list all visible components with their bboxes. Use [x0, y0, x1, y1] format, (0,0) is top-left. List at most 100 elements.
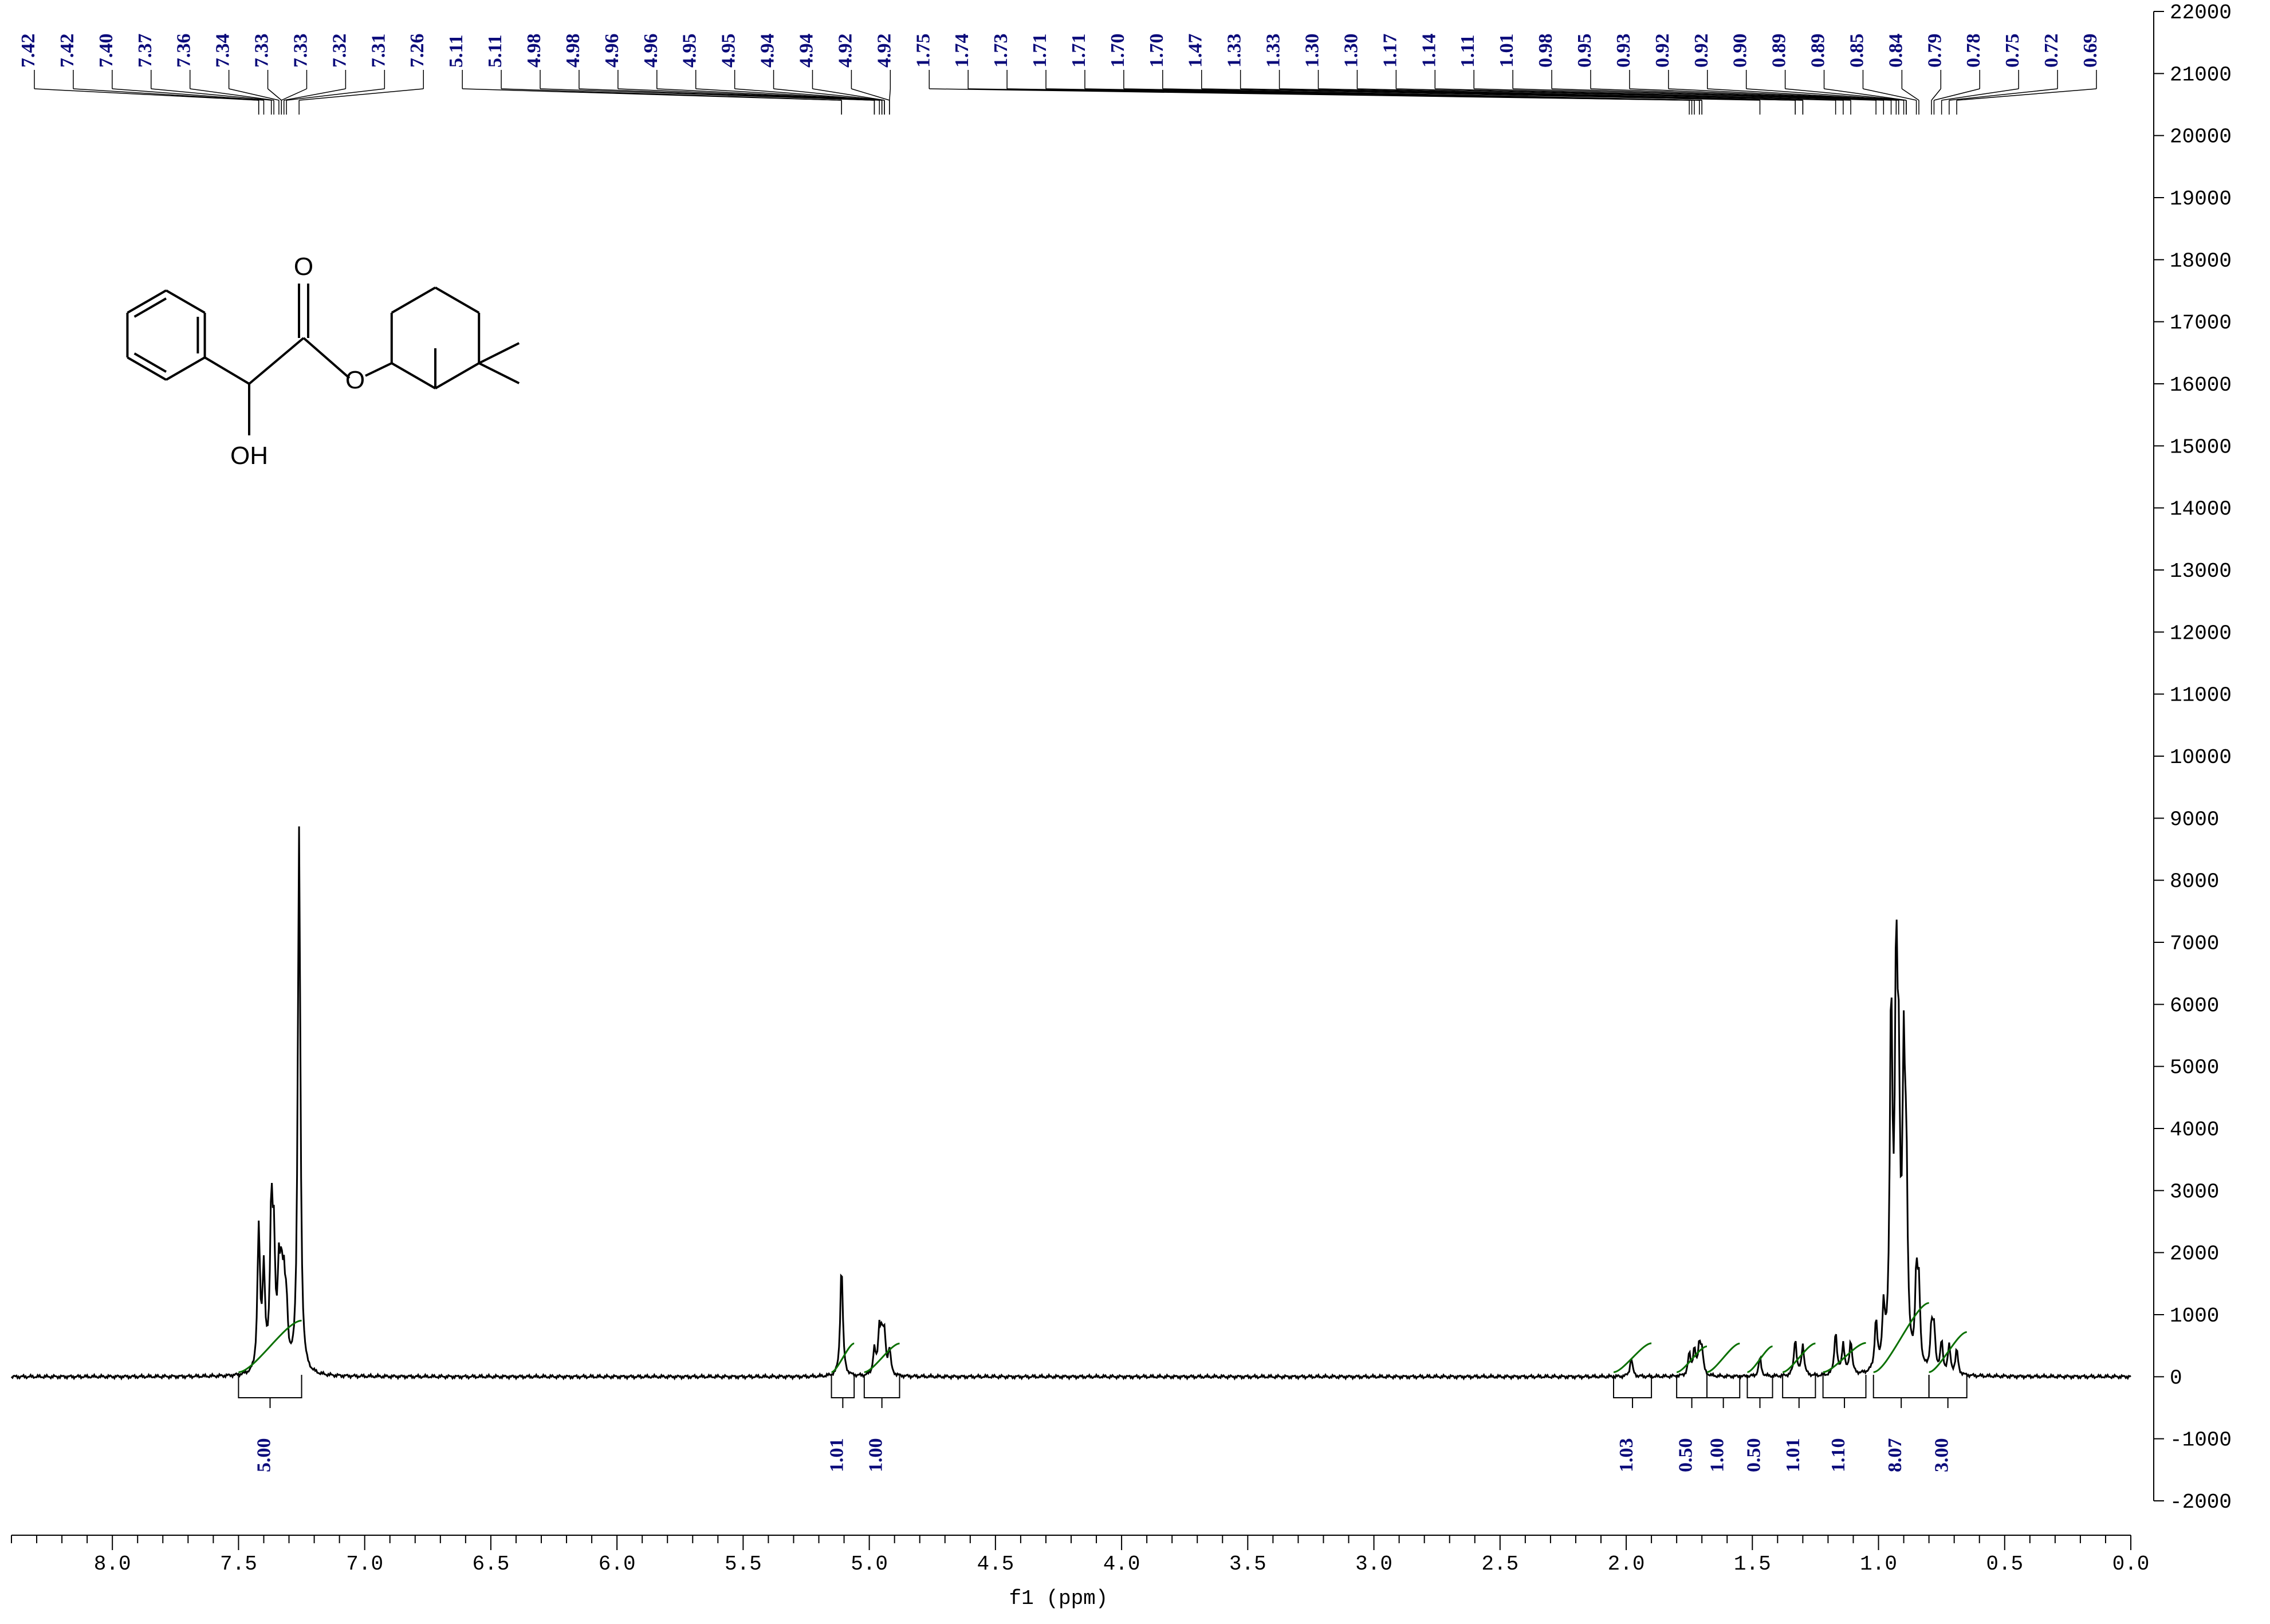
integral-bracket	[832, 1375, 855, 1398]
peak-label: 4.95	[679, 34, 701, 68]
x-tick-label: 8.0	[94, 1552, 131, 1576]
integral-bracket	[1747, 1375, 1772, 1398]
x-tick-label: 2.0	[1608, 1552, 1645, 1576]
peak-tree	[112, 89, 264, 100]
integral-curve	[1783, 1343, 1815, 1372]
integral-label: 8.07	[1885, 1438, 1906, 1473]
peak-label: 7.34	[213, 34, 234, 68]
peak-label: 0.95	[1574, 34, 1595, 68]
x-tick-label: 1.0	[1860, 1552, 1897, 1576]
peak-label: 7.37	[135, 34, 156, 68]
mol-bond	[166, 290, 205, 313]
y-tick-label: 19000	[2170, 187, 2232, 211]
y-tick-label: 7000	[2170, 932, 2219, 955]
mol-bond	[479, 343, 519, 363]
integral-bracket	[1929, 1375, 1967, 1398]
integral-curve	[864, 1343, 900, 1372]
integral-label: 1.01	[826, 1438, 847, 1473]
x-tick-label: 0.0	[2112, 1552, 2150, 1576]
integral-bracket	[1874, 1375, 1929, 1398]
x-tick-label: 5.0	[851, 1552, 888, 1576]
integral-curve	[1707, 1343, 1740, 1372]
y-tick-label: 8000	[2170, 870, 2219, 894]
peak-label: 1.30	[1302, 34, 1323, 68]
y-tick-label: 17000	[2170, 312, 2232, 335]
x-tick-label: 7.0	[346, 1552, 383, 1576]
integral-bracket	[1707, 1375, 1740, 1398]
peak-label: 1.73	[990, 34, 1012, 68]
peak-label: 4.94	[757, 34, 778, 68]
mol-bond	[304, 338, 349, 378]
mol-atom: O	[294, 253, 313, 281]
y-tick-label: 15000	[2170, 435, 2232, 459]
peak-label: 0.84	[1885, 34, 1906, 68]
integral-curve	[832, 1343, 855, 1372]
integral-label: 0.50	[1675, 1438, 1697, 1473]
peak-label: 4.98	[562, 34, 584, 68]
mol-bond	[166, 357, 205, 380]
peak-label: 7.42	[18, 34, 39, 68]
x-tick-label: 1.5	[1734, 1552, 1771, 1576]
peak-label: 4.92	[835, 34, 856, 68]
y-tick-label: 11000	[2170, 684, 2232, 707]
peak-label: 1.30	[1340, 34, 1362, 68]
integral-bracket	[1783, 1375, 1815, 1398]
peak-label: 4.96	[601, 34, 623, 68]
peak-label: 7.32	[329, 34, 350, 68]
peak-tree	[299, 89, 423, 100]
peak-label: 0.72	[2041, 34, 2062, 68]
y-tick-label: 9000	[2170, 808, 2219, 831]
peak-label: 1.75	[912, 34, 934, 68]
integral-curve	[1747, 1346, 1772, 1372]
integral-curve	[238, 1320, 301, 1372]
mol-bond	[135, 353, 166, 372]
peak-label: 7.40	[96, 34, 117, 68]
mol-bond	[365, 363, 392, 376]
peak-label: 0.85	[1846, 34, 1867, 68]
mol-atom: OH	[230, 442, 268, 470]
integral-label: 1.01	[1783, 1438, 1804, 1473]
peak-label: 0.75	[2002, 34, 2023, 68]
mol-bond	[249, 338, 304, 384]
x-tick-label: 4.5	[977, 1552, 1014, 1576]
y-tick-label: 3000	[2170, 1180, 2219, 1204]
peak-label: 0.79	[1924, 34, 1945, 68]
integral-label: 1.00	[865, 1438, 887, 1473]
x-axis-title: f1 (ppm)	[1009, 1587, 1108, 1610]
peak-label: 1.70	[1146, 34, 1167, 68]
peak-label: 1.14	[1418, 34, 1439, 68]
peak-label: 0.90	[1730, 34, 1751, 68]
integral-label: 1.00	[1707, 1438, 1728, 1473]
peak-label: 1.71	[1068, 34, 1089, 68]
y-tick-label: 21000	[2170, 63, 2232, 86]
integral-label: 3.00	[1931, 1438, 1953, 1473]
x-tick-label: 4.0	[1103, 1552, 1140, 1576]
y-tick-label: -2000	[2170, 1491, 2232, 1514]
mol-bond	[392, 363, 435, 388]
y-tick-label: -1000	[2170, 1429, 2232, 1452]
x-tick-label: 3.0	[1355, 1552, 1392, 1576]
mol-bond	[392, 288, 435, 313]
x-tick-label: 3.5	[1229, 1552, 1266, 1576]
x-tick-label: 2.5	[1481, 1552, 1518, 1576]
peak-label: 7.31	[368, 34, 389, 68]
nmr-svg: -2000-1000010002000300040005000600070008…	[0, 0, 2270, 1624]
x-tick-label: 6.0	[599, 1552, 636, 1576]
peak-label: 4.96	[640, 34, 662, 68]
x-tick-label: 6.5	[472, 1552, 509, 1576]
y-tick-label: 20000	[2170, 125, 2232, 149]
y-tick-label: 0	[2170, 1366, 2182, 1390]
peak-label: 0.92	[1652, 34, 1673, 68]
y-tick-label: 1000	[2170, 1304, 2219, 1328]
peak-label: 1.74	[951, 34, 973, 68]
peak-label: 1.70	[1107, 34, 1128, 68]
y-tick-label: 22000	[2170, 1, 2232, 25]
y-tick-label: 5000	[2170, 1056, 2219, 1080]
mol-atom: O	[345, 366, 365, 394]
x-tick-label: 7.5	[220, 1552, 257, 1576]
peak-label: 1.01	[1496, 34, 1517, 68]
peak-label: 7.26	[407, 34, 428, 68]
integral-bracket	[864, 1375, 900, 1398]
y-tick-label: 14000	[2170, 498, 2232, 521]
integral-bracket	[238, 1375, 301, 1398]
